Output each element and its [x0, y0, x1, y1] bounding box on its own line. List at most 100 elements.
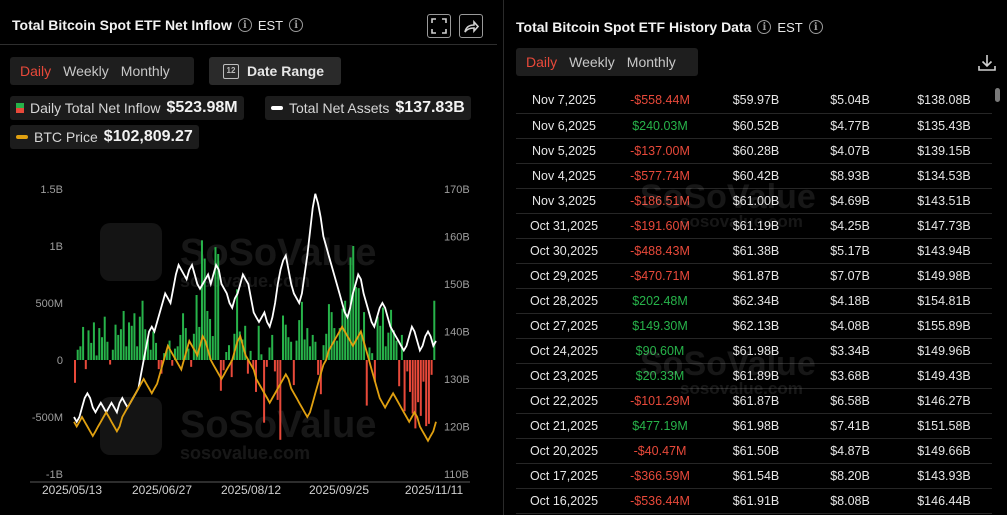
inflow-bar [74, 360, 76, 383]
inflow-bar [230, 360, 233, 378]
fullscreen-icon[interactable] [427, 14, 451, 38]
history-table-container[interactable]: Nov 7,2025 -$558.44M $59.97B $5.04B $138.08B… [516, 88, 992, 515]
row-col4: $5.17B [804, 238, 896, 264]
inflow-bar [379, 325, 382, 360]
inflow-bar [90, 342, 93, 360]
inflow-bar [430, 360, 433, 375]
inflow-bar [403, 360, 406, 412]
row-net-inflow: $20.33M [612, 363, 708, 389]
inflow-bar [384, 346, 387, 360]
inflow-bar [114, 324, 117, 360]
inflow-bar [414, 360, 417, 429]
inflow-bar [128, 322, 131, 360]
row-col4: $4.77B [804, 113, 896, 139]
row-col4: $6.58B [804, 388, 896, 414]
row-col5: $146.27B [896, 388, 992, 414]
inflow-bar [282, 315, 285, 360]
net-inflow-chart[interactable]: SoSoValue sosovalue.com SoSoValue sosova… [0, 175, 497, 505]
share-icon[interactable] [459, 14, 483, 38]
inflow-bar [273, 360, 276, 372]
info-icon[interactable]: i [237, 18, 252, 32]
left-tab-monthly[interactable]: Monthly [120, 63, 170, 79]
right-tab-monthly[interactable]: Monthly [626, 54, 676, 70]
inflow-bar [327, 304, 330, 360]
inflow-bar [306, 328, 309, 360]
white-line-swatch-icon [271, 106, 283, 110]
left-period-tabs: Daily Weekly Monthly [10, 57, 194, 85]
inflow-bar [190, 360, 193, 367]
table-row: Nov 6,2025 $240.03M $60.52B $4.77B $135.43B [516, 113, 992, 139]
inflow-bar [406, 360, 409, 372]
left-tab-daily[interactable]: Daily [20, 63, 52, 79]
inflow-bar [260, 354, 263, 360]
row-date: Nov 6,2025 [516, 113, 612, 139]
row-col4: $5.04B [804, 88, 896, 114]
row-col4: $4.07B [804, 138, 896, 164]
inflow-bar [419, 360, 422, 416]
inflow-bar [322, 345, 325, 360]
row-col5: $155.89B [896, 313, 992, 339]
inflow-bar [317, 360, 320, 375]
row-col3: $61.19B [708, 213, 804, 239]
inflow-bar [138, 316, 141, 360]
legend-btc-price[interactable]: BTC Price $102,809.27 [10, 125, 199, 149]
inflow-bar [411, 360, 414, 414]
inflow-bar [136, 346, 139, 360]
inflow-bar [236, 289, 239, 360]
inflow-bar [246, 360, 249, 374]
inflow-bar [368, 347, 371, 360]
y-right-tick-label: 140B [444, 327, 470, 339]
inflow-bar [381, 307, 384, 360]
table-row: Oct 20,2025 -$40.47M $61.50B $4.87B $149.66B [516, 438, 992, 464]
table-row: Oct 30,2025 -$488.43M $61.38B $5.17B $143.94… [516, 238, 992, 264]
table-row: Oct 23,2025 $20.33M $61.89B $3.68B $149.43B [516, 363, 992, 389]
inflow-bar [192, 333, 195, 360]
inflow-bar [287, 337, 290, 360]
y-right-tick-label: 150B [444, 279, 470, 291]
row-col5: $149.66B [896, 438, 992, 464]
inflow-bar [398, 360, 401, 387]
row-col4: $8.20B [804, 463, 896, 489]
inflow-bar [360, 332, 363, 360]
inflow-bar [117, 334, 120, 360]
inflow-bar [373, 360, 376, 382]
inflow-bar [433, 300, 436, 360]
row-col3: $61.87B [708, 263, 804, 289]
inflow-bar [427, 360, 430, 424]
legend-total-net-assets[interactable]: Total Net Assets $137.83B [265, 96, 471, 120]
inflow-bar [101, 337, 104, 360]
inflow-bar [238, 331, 241, 360]
inflow-bar [241, 339, 244, 360]
inflow-bar [376, 316, 379, 360]
date-range-button[interactable]: 12 Date Range [209, 57, 341, 85]
row-date: Oct 28,2025 [516, 288, 612, 314]
header-divider [0, 44, 497, 45]
inflow-bar [365, 360, 368, 406]
history-table: Nov 7,2025 -$558.44M $59.97B $5.04B $138.08B… [516, 88, 992, 514]
download-icon[interactable] [976, 52, 998, 74]
inflow-bar [422, 360, 425, 382]
table-scrollbar[interactable] [995, 88, 1000, 102]
legend-daily-inflow[interactable]: Daily Total Net Inflow $523.98M [10, 96, 244, 120]
inflow-bar [303, 339, 306, 360]
row-col3: $61.00B [708, 188, 804, 214]
row-col5: $146.44B [896, 488, 992, 514]
left-tab-weekly[interactable]: Weekly [63, 63, 109, 79]
date-range-label: Date Range [247, 63, 325, 79]
row-col4: $7.41B [804, 413, 896, 439]
right-tab-weekly[interactable]: Weekly [569, 54, 615, 70]
inflow-bar [233, 333, 236, 360]
legend-label: Daily Total Net Inflow [30, 100, 161, 116]
inflow-bar [354, 287, 357, 360]
inflow-bar [319, 360, 322, 395]
timezone-info-icon[interactable]: i [808, 20, 823, 34]
row-col4: $8.08B [804, 488, 896, 514]
inflow-bar [311, 334, 314, 360]
timezone-info-icon[interactable]: i [289, 18, 304, 32]
inflow-bar [95, 355, 98, 360]
row-col4: $4.08B [804, 313, 896, 339]
info-icon[interactable]: i [757, 20, 772, 34]
right-tab-daily[interactable]: Daily [526, 54, 558, 70]
legend-label: Total Net Assets [289, 100, 390, 116]
inflow-bar [330, 312, 333, 360]
